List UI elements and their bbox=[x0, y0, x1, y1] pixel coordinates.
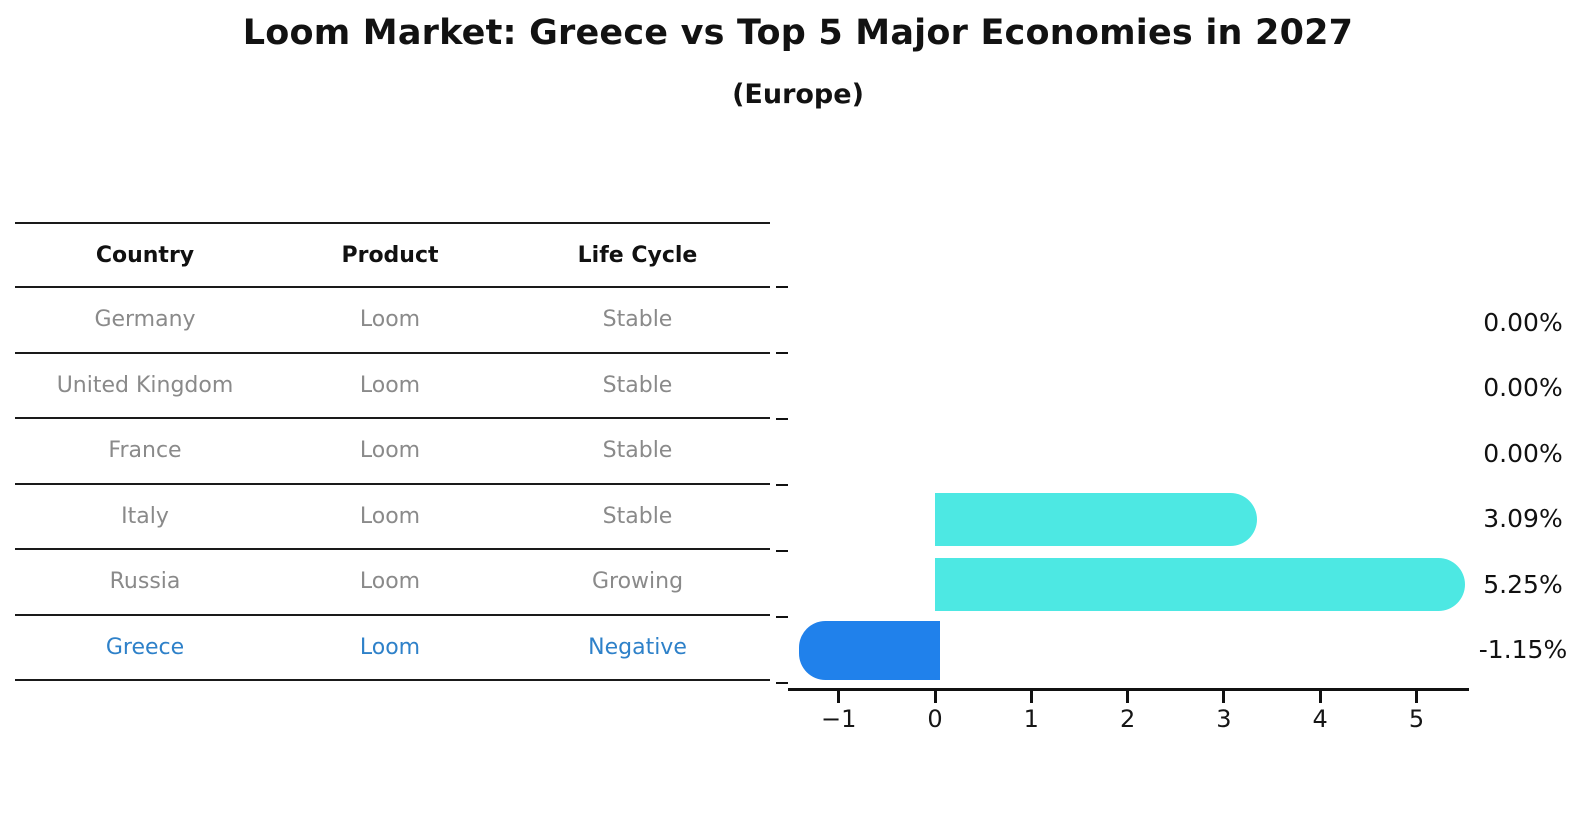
y-tick bbox=[776, 682, 788, 684]
y-tick bbox=[776, 418, 788, 420]
x-tick bbox=[933, 691, 937, 703]
table-cell-product: Loom bbox=[359, 634, 421, 660]
y-tick bbox=[776, 484, 788, 486]
table-header-country: Country bbox=[95, 242, 195, 268]
x-tick bbox=[1222, 691, 1226, 703]
value-label-germany: 0.00% bbox=[1483, 307, 1563, 337]
table-row-germany: Germany Loom Stable bbox=[15, 288, 770, 354]
table-row-france: France Loom Stable bbox=[15, 419, 770, 485]
x-tick-label: 2 bbox=[1119, 705, 1136, 733]
table-cell-country: Russia bbox=[109, 569, 181, 595]
x-tick bbox=[1318, 691, 1322, 703]
x-tick-label: 5 bbox=[1408, 705, 1425, 733]
x-tick-label: 1 bbox=[1023, 705, 1039, 733]
table-cell-life-cycle: Stable bbox=[602, 307, 673, 333]
table-cell-life-cycle: Growing bbox=[591, 569, 684, 595]
table-cell-life-cycle: Stable bbox=[602, 503, 673, 529]
table-row-united-kingdom: United Kingdom Loom Stable bbox=[15, 354, 770, 419]
table-cell-product: Loom bbox=[359, 503, 421, 529]
table-row-italy: Italy Loom Stable bbox=[15, 485, 770, 550]
y-tick bbox=[776, 286, 788, 288]
table-header-product: Product bbox=[341, 242, 439, 268]
table-cell-life-cycle: Stable bbox=[602, 438, 673, 464]
table-cell-country: Greece bbox=[105, 634, 185, 660]
value-label-russia: 5.25% bbox=[1483, 569, 1563, 599]
chart-title: Loom Market: Greece vs Top 5 Major Econo… bbox=[242, 13, 1354, 53]
x-axis-line bbox=[788, 688, 1469, 691]
value-label-france: 0.00% bbox=[1483, 438, 1563, 468]
value-label-greece: -1.15% bbox=[1478, 635, 1568, 665]
x-tick bbox=[1415, 691, 1418, 703]
table-cell-product: Loom bbox=[359, 569, 421, 595]
table-cell-life-cycle: Stable bbox=[602, 372, 673, 398]
bar-italy bbox=[935, 492, 1257, 546]
table-cell-country: Italy bbox=[121, 503, 169, 529]
x-tick bbox=[837, 691, 841, 703]
x-tick-label: −1 bbox=[820, 705, 857, 733]
bar-russia bbox=[935, 558, 1465, 612]
x-tick bbox=[1126, 691, 1130, 703]
x-tick-label: 0 bbox=[927, 705, 943, 733]
comparison-table: Country Product Life Cycle Germany Loom St… bbox=[15, 222, 770, 681]
y-tick bbox=[776, 352, 788, 354]
table-cell-life-cycle: Negative bbox=[588, 634, 687, 660]
x-tick bbox=[1029, 691, 1033, 703]
table-cell-country: Germany bbox=[94, 307, 196, 333]
table-cell-product: Loom bbox=[359, 372, 421, 398]
bar-greece bbox=[799, 620, 940, 680]
table-body: Germany Loom Stable United Kingdom Loom Stabl… bbox=[15, 288, 770, 681]
x-tick-label: 4 bbox=[1312, 705, 1328, 733]
x-tick-label: 3 bbox=[1216, 705, 1232, 733]
value-label-united-kingdom: 0.00% bbox=[1483, 373, 1563, 403]
y-tick bbox=[776, 616, 788, 618]
table-header-life-cycle: Life Cycle bbox=[577, 242, 698, 268]
table-row-russia: Russia Loom Growing bbox=[15, 550, 770, 616]
table-cell-country: United Kingdom bbox=[56, 372, 234, 398]
chart-subtitle: (Europe) bbox=[732, 79, 864, 110]
y-tick bbox=[776, 550, 788, 552]
table-row-greece: Greece Loom Negative bbox=[15, 616, 770, 681]
table-cell-product: Loom bbox=[359, 438, 421, 464]
table-cell-country: France bbox=[108, 438, 182, 464]
value-label-italy: 3.09% bbox=[1483, 504, 1563, 534]
table-cell-product: Loom bbox=[359, 307, 421, 333]
table-header-row: Country Product Life Cycle bbox=[15, 222, 770, 288]
